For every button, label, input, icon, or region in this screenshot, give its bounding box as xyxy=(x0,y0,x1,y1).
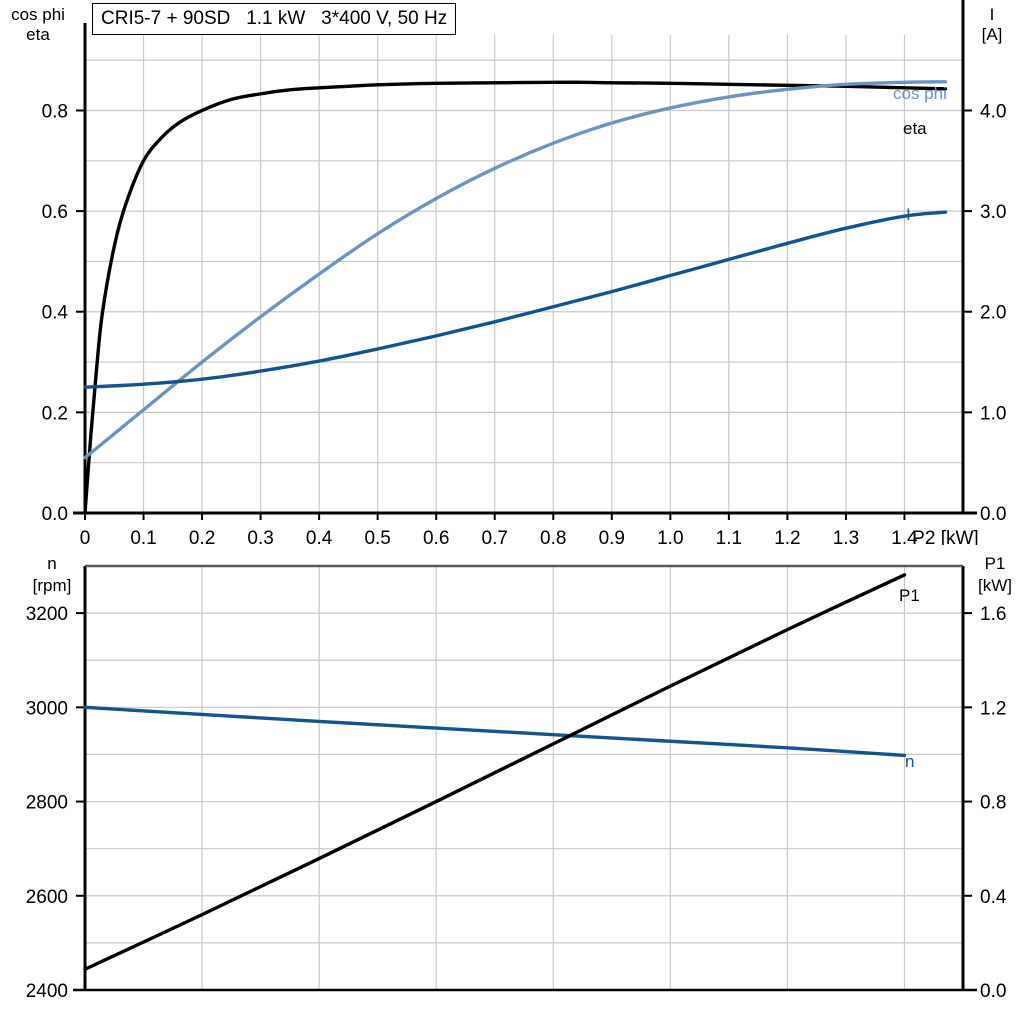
svg-text:P1: P1 xyxy=(985,554,1006,573)
svg-text:0.7: 0.7 xyxy=(482,528,508,545)
svg-text:0.0: 0.0 xyxy=(42,504,68,525)
top-axes xyxy=(73,0,977,515)
svg-text:eta: eta xyxy=(26,25,50,44)
bottom-gridlines xyxy=(85,565,963,990)
svg-text:[rpm]: [rpm] xyxy=(33,576,72,595)
svg-text:2.0: 2.0 xyxy=(980,303,1006,324)
svg-text:2800: 2800 xyxy=(26,793,68,814)
svg-text:1.0: 1.0 xyxy=(980,403,1006,424)
curve-eta xyxy=(83,80,948,515)
svg-text:1.3: 1.3 xyxy=(833,528,859,545)
svg-text:0.0: 0.0 xyxy=(980,504,1006,525)
curve-label-p1: P1 xyxy=(899,586,920,605)
svg-text:0.0: 0.0 xyxy=(980,981,1006,1002)
svg-text:0.8: 0.8 xyxy=(540,528,566,545)
svg-text:1.1: 1.1 xyxy=(716,528,742,545)
svg-text:0.4: 0.4 xyxy=(42,303,69,324)
svg-text:3000: 3000 xyxy=(26,698,68,719)
curve-label-current: I xyxy=(906,205,911,224)
svg-text:1.2: 1.2 xyxy=(980,698,1006,719)
efficiency-power-chart: 0 0.1 0.2 0.3 0.4 0.5 0.6 0.7 0.8 0.9 1.0 1.1 1.2 1.3… xyxy=(11,0,1007,545)
top-gridlines xyxy=(85,35,964,513)
svg-text:0.4: 0.4 xyxy=(306,528,333,545)
curve-p1 xyxy=(83,573,907,971)
svg-text:2400: 2400 xyxy=(26,981,68,1002)
svg-text:I: I xyxy=(990,5,995,24)
svg-text:1.4: 1.4 xyxy=(891,528,918,545)
svg-text:[kW]: [kW] xyxy=(978,576,1012,595)
bottom-ticks: 2400 2600 2800 3000 3200 0.0 0.4 0.8 1.2 1.6 xyxy=(26,604,1007,1002)
curve-label-cos-phi: cos phi xyxy=(893,84,947,103)
bottom-axes xyxy=(73,564,977,992)
svg-text:0.6: 0.6 xyxy=(423,528,449,545)
curve-label-speed: n xyxy=(905,752,914,771)
curve-label-eta: eta xyxy=(903,119,927,138)
svg-text:1.0: 1.0 xyxy=(657,528,683,545)
bottom-chart-canvas: 2400 2600 2800 3000 3200 0.0 0.4 0.8 1.2 1.6 n [rpm… xyxy=(26,554,1012,1002)
curve-cos_phi xyxy=(83,80,948,460)
speed-input-power-chart: 2400 2600 2800 3000 3200 0.0 0.4 0.8 1.2 1.6 n [rpm… xyxy=(0,545,1024,1024)
svg-text:0.2: 0.2 xyxy=(189,528,215,545)
svg-text:0.8: 0.8 xyxy=(42,101,68,122)
svg-text:2600: 2600 xyxy=(26,887,68,908)
chart-title-box: CRI5-7 + 90SD 1.1 kW 3*400 V, 50 Hz xyxy=(92,3,457,35)
curve-speed xyxy=(83,705,907,758)
svg-text:0.5: 0.5 xyxy=(364,528,390,545)
svg-text:0: 0 xyxy=(80,528,91,545)
svg-text:cos phi: cos phi xyxy=(11,5,65,24)
svg-text:0.9: 0.9 xyxy=(599,528,625,545)
top-curve-labels: cos phi eta I xyxy=(893,84,947,224)
top-curves xyxy=(83,80,948,515)
bottom-curve-labels: P1 n xyxy=(899,586,920,771)
svg-text:0.8: 0.8 xyxy=(980,793,1006,814)
svg-text:[A]: [A] xyxy=(982,25,1003,44)
bottom-axis-titles: n [rpm] P1 [kW] xyxy=(33,554,1012,595)
svg-text:1.6: 1.6 xyxy=(980,604,1006,625)
svg-text:0.1: 0.1 xyxy=(130,528,156,545)
svg-text:0.4: 0.4 xyxy=(980,887,1007,908)
bottom-curves xyxy=(83,573,907,971)
top-ticks: 0 0.1 0.2 0.3 0.4 0.5 0.6 0.7 0.8 0.9 1.0 1.1 1.2 1.3… xyxy=(42,101,1007,545)
top-chart-canvas: 0 0.1 0.2 0.3 0.4 0.5 0.6 0.7 0.8 0.9 1.0 1.1 1.2 1.3… xyxy=(11,0,1007,545)
svg-text:3.0: 3.0 xyxy=(980,202,1006,223)
svg-text:0.6: 0.6 xyxy=(42,202,68,223)
svg-text:0.2: 0.2 xyxy=(42,403,68,424)
svg-text:4.0: 4.0 xyxy=(980,101,1006,122)
svg-text:n: n xyxy=(47,554,56,573)
svg-text:0.3: 0.3 xyxy=(247,528,273,545)
curve-current xyxy=(83,210,948,389)
svg-text:1.2: 1.2 xyxy=(774,528,800,545)
svg-text:P2 [kW]: P2 [kW] xyxy=(912,528,979,545)
svg-text:3200: 3200 xyxy=(26,604,68,625)
